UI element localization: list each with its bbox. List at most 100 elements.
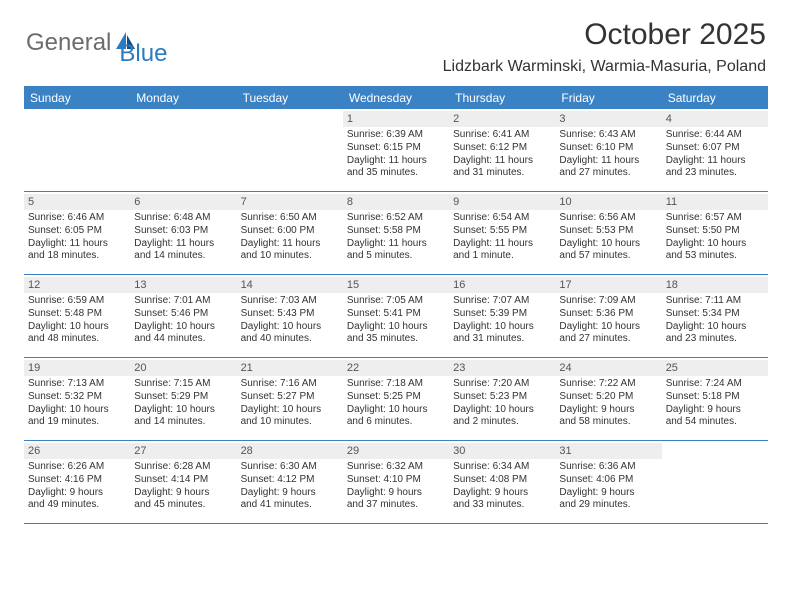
day-cell: 10Sunrise: 6:56 AMSunset: 5:53 PMDayligh…: [555, 192, 661, 274]
sunset-text: Sunset: 5:53 PM: [559, 225, 657, 238]
header: General Blue October 2025 Lidzbark Warmi…: [0, 0, 792, 80]
day-cell: 18Sunrise: 7:11 AMSunset: 5:34 PMDayligh…: [662, 275, 768, 357]
daylight-text: and 44 minutes.: [134, 333, 232, 346]
sunset-text: Sunset: 5:58 PM: [347, 225, 445, 238]
day-cell: [130, 109, 236, 191]
sunset-text: Sunset: 5:43 PM: [241, 308, 339, 321]
day-cell: 15Sunrise: 7:05 AMSunset: 5:41 PMDayligh…: [343, 275, 449, 357]
daylight-text: and 53 minutes.: [666, 250, 764, 263]
daylight-text: Daylight: 11 hours: [347, 155, 445, 168]
sunset-text: Sunset: 5:25 PM: [347, 391, 445, 404]
daylight-text: and 33 minutes.: [453, 499, 551, 512]
daylight-text: Daylight: 9 hours: [453, 487, 551, 500]
month-title: October 2025: [443, 18, 766, 52]
daylight-text: and 1 minute.: [453, 250, 551, 263]
sunset-text: Sunset: 5:50 PM: [666, 225, 764, 238]
calendar: Sunday Monday Tuesday Wednesday Thursday…: [24, 86, 768, 524]
day-number: 6: [130, 194, 236, 210]
sunrise-text: Sunrise: 7:09 AM: [559, 295, 657, 308]
day-cell: 16Sunrise: 7:07 AMSunset: 5:39 PMDayligh…: [449, 275, 555, 357]
daylight-text: and 27 minutes.: [559, 333, 657, 346]
daylight-text: and 5 minutes.: [347, 250, 445, 263]
sunset-text: Sunset: 5:20 PM: [559, 391, 657, 404]
day-cell: 22Sunrise: 7:18 AMSunset: 5:25 PMDayligh…: [343, 358, 449, 440]
daylight-text: Daylight: 10 hours: [453, 321, 551, 334]
sunrise-text: Sunrise: 6:26 AM: [28, 461, 126, 474]
daylight-text: and 10 minutes.: [241, 416, 339, 429]
daylight-text: and 31 minutes.: [453, 333, 551, 346]
sunrise-text: Sunrise: 6:41 AM: [453, 129, 551, 142]
daylight-text: and 57 minutes.: [559, 250, 657, 263]
day-cell: 28Sunrise: 6:30 AMSunset: 4:12 PMDayligh…: [237, 441, 343, 523]
day-number: 20: [130, 360, 236, 376]
daylight-text: and 58 minutes.: [559, 416, 657, 429]
day-cell: 5Sunrise: 6:46 AMSunset: 6:05 PMDaylight…: [24, 192, 130, 274]
day-number: 2: [449, 111, 555, 127]
daylight-text: and 14 minutes.: [134, 250, 232, 263]
daylight-text: Daylight: 10 hours: [347, 321, 445, 334]
daylight-text: and 18 minutes.: [28, 250, 126, 263]
daylight-text: Daylight: 10 hours: [241, 321, 339, 334]
daylight-text: and 35 minutes.: [347, 333, 445, 346]
sunset-text: Sunset: 5:34 PM: [666, 308, 764, 321]
sunset-text: Sunset: 5:41 PM: [347, 308, 445, 321]
sunrise-text: Sunrise: 7:18 AM: [347, 378, 445, 391]
sunrise-text: Sunrise: 6:56 AM: [559, 212, 657, 225]
day-number: 17: [555, 277, 661, 293]
daylight-text: Daylight: 10 hours: [559, 238, 657, 251]
daylight-text: Daylight: 11 hours: [347, 238, 445, 251]
sunset-text: Sunset: 6:15 PM: [347, 142, 445, 155]
day-cell: 19Sunrise: 7:13 AMSunset: 5:32 PMDayligh…: [24, 358, 130, 440]
sunset-text: Sunset: 6:03 PM: [134, 225, 232, 238]
sunset-text: Sunset: 4:12 PM: [241, 474, 339, 487]
sunset-text: Sunset: 6:00 PM: [241, 225, 339, 238]
daylight-text: and 19 minutes.: [28, 416, 126, 429]
daylight-text: and 40 minutes.: [241, 333, 339, 346]
sunset-text: Sunset: 6:07 PM: [666, 142, 764, 155]
daylight-text: Daylight: 10 hours: [453, 404, 551, 417]
day-number: 11: [662, 194, 768, 210]
daylight-text: and 41 minutes.: [241, 499, 339, 512]
daylight-text: Daylight: 9 hours: [28, 487, 126, 500]
sunrise-text: Sunrise: 7:01 AM: [134, 295, 232, 308]
sunset-text: Sunset: 5:48 PM: [28, 308, 126, 321]
day-cell: 7Sunrise: 6:50 AMSunset: 6:00 PMDaylight…: [237, 192, 343, 274]
day-cell: 17Sunrise: 7:09 AMSunset: 5:36 PMDayligh…: [555, 275, 661, 357]
sunrise-text: Sunrise: 7:05 AM: [347, 295, 445, 308]
sunrise-text: Sunrise: 7:13 AM: [28, 378, 126, 391]
day-number: 14: [237, 277, 343, 293]
daylight-text: Daylight: 10 hours: [28, 404, 126, 417]
sunrise-text: Sunrise: 6:28 AM: [134, 461, 232, 474]
day-number: 3: [555, 111, 661, 127]
day-number: 1: [343, 111, 449, 127]
day-number: 22: [343, 360, 449, 376]
day-cell: 23Sunrise: 7:20 AMSunset: 5:23 PMDayligh…: [449, 358, 555, 440]
daylight-text: and 54 minutes.: [666, 416, 764, 429]
day-cell: 2Sunrise: 6:41 AMSunset: 6:12 PMDaylight…: [449, 109, 555, 191]
daylight-text: Daylight: 10 hours: [28, 321, 126, 334]
daylight-text: and 23 minutes.: [666, 333, 764, 346]
day-number: 19: [24, 360, 130, 376]
sunrise-text: Sunrise: 6:30 AM: [241, 461, 339, 474]
sunset-text: Sunset: 5:29 PM: [134, 391, 232, 404]
day-number: 27: [130, 443, 236, 459]
day-cell: 21Sunrise: 7:16 AMSunset: 5:27 PMDayligh…: [237, 358, 343, 440]
day-cell: 13Sunrise: 7:01 AMSunset: 5:46 PMDayligh…: [130, 275, 236, 357]
day-number: 29: [343, 443, 449, 459]
daylight-text: and 45 minutes.: [134, 499, 232, 512]
day-number: 26: [24, 443, 130, 459]
day-number: 13: [130, 277, 236, 293]
day-number: 25: [662, 360, 768, 376]
logo-text-blue: Blue: [119, 40, 167, 68]
daylight-text: and 49 minutes.: [28, 499, 126, 512]
daylight-text: and 48 minutes.: [28, 333, 126, 346]
week-row: 5Sunrise: 6:46 AMSunset: 6:05 PMDaylight…: [24, 192, 768, 275]
dayhead-mon: Monday: [130, 88, 236, 109]
day-cell: [24, 109, 130, 191]
day-number: 23: [449, 360, 555, 376]
daylight-text: Daylight: 11 hours: [453, 155, 551, 168]
day-cell: 26Sunrise: 6:26 AMSunset: 4:16 PMDayligh…: [24, 441, 130, 523]
daylight-text: and 29 minutes.: [559, 499, 657, 512]
sunrise-text: Sunrise: 7:15 AM: [134, 378, 232, 391]
day-cell: 1Sunrise: 6:39 AMSunset: 6:15 PMDaylight…: [343, 109, 449, 191]
